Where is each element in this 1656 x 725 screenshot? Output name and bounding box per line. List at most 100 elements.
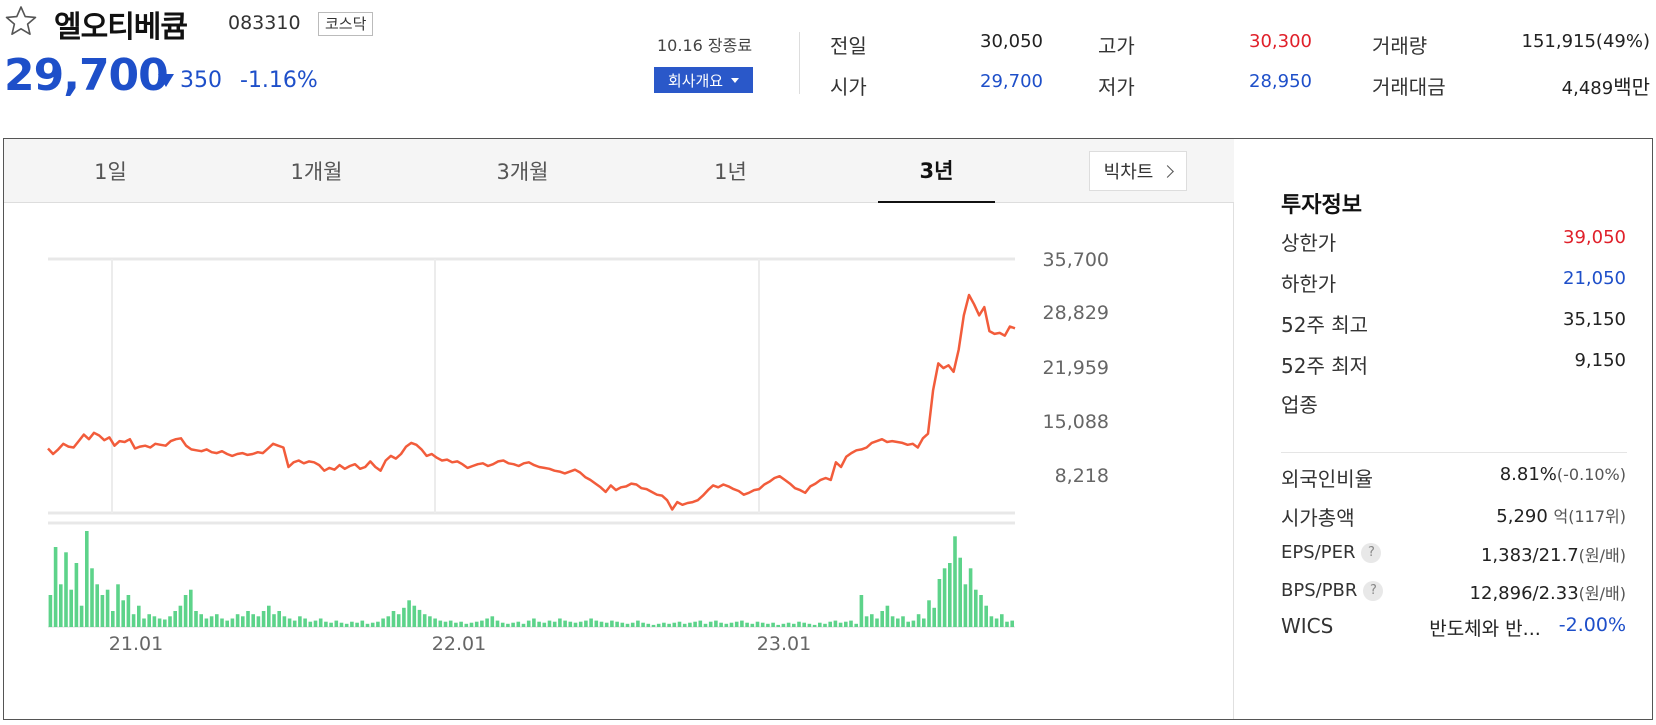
x-tick-label: 21.01 [109,633,163,655]
volume-bar [838,622,843,627]
volume-bar [391,611,396,627]
volume-bar [194,611,198,627]
market-cap-unit: 억(117위) [1553,507,1626,526]
sector-label: 업종 [1281,393,1318,417]
volume-bar [526,620,531,627]
amount-value: 4,489백만 [1470,71,1650,100]
wics-sector[interactable]: 반도체와 반... [1429,618,1541,640]
52w-low-label: 52주 최저 [1281,354,1369,378]
volume-bar [142,618,146,627]
x-tick-label: 23.01 [757,633,811,655]
favorite-star-icon[interactable] [4,4,38,38]
volume-bar [870,614,874,627]
volume-bar [994,618,999,627]
volume-bar [506,623,510,627]
help-icon[interactable]: ? [1363,580,1384,601]
volume-bar [542,622,547,627]
low-label: 저가 [1098,75,1135,99]
market-cap-value: 5,290 억(117위) [1496,503,1626,527]
volume-bar [173,611,177,627]
volume-bar [402,607,406,627]
lower-limit-value: 21,050 [1563,268,1626,289]
volume-bar [189,589,193,627]
volume-bar [974,589,978,627]
volume-bar [318,618,323,627]
volume-bar [724,623,729,627]
volume-bar [911,620,916,627]
volume-bar [537,621,541,627]
volume-bar [771,622,775,627]
volume-bar [662,622,666,627]
volume-bar [474,621,479,627]
volume-bar [880,611,884,627]
volume-bar [942,568,947,627]
tab-3m[interactable]: 3개월 [496,160,549,184]
volume-bar [755,621,760,627]
volume-bar [703,623,708,627]
amount-label: 거래대금 [1372,75,1446,99]
chart-panel: 1일 1개월 3개월 1년 3년 빅차트 35,700 28,829 21,959 1… [3,138,1653,720]
volume-bar [90,568,94,627]
volume-bar [547,620,552,627]
volume-bar [339,622,344,627]
volume-bar [963,584,968,627]
big-chart-button[interactable]: 빅차트 [1089,151,1187,191]
volume-bar [428,616,432,627]
volume-bar [407,600,411,627]
volume-bar [589,618,593,627]
volume-bar [906,621,910,627]
volume-bar [308,621,313,627]
low-value: 28,950 [1249,71,1312,92]
volume-bar [677,621,682,627]
volume-bar [370,622,375,627]
volume-bar [781,623,786,627]
volume-bar [615,621,619,627]
tab-1d[interactable]: 1일 [94,160,127,184]
tab-3y[interactable]: 3년 [878,139,995,203]
foreign-ratio-change: (-0.10%) [1556,465,1626,484]
market-close-time: 10.16 장종료 [657,36,753,55]
volume-bar [760,622,765,627]
tab-1m[interactable]: 1개월 [290,160,343,184]
volume-bar [324,621,328,627]
company-overview-button[interactable]: 회사개요 [654,67,753,93]
volume-bar [714,620,718,627]
volume-bar [901,616,905,627]
volume-bar [360,620,365,627]
price-line [47,293,1016,511]
volume-bar [656,623,661,627]
volume-bar [490,616,495,627]
divider [799,32,800,94]
volume-bar [620,622,625,627]
volume-bar [111,611,115,627]
volume-bar [511,622,515,627]
volume-value: 151,915(49%) [1521,31,1651,52]
market-badge: 코스닥 [318,12,374,36]
volume-bar [396,614,401,627]
volume-bar [812,624,817,627]
volume-bar [282,616,287,627]
volume-bar [95,584,99,627]
volume-bar [157,618,162,627]
volume-bar [433,618,437,627]
volume-bar [885,605,890,627]
volume-bar [766,623,770,627]
volume-bar [828,621,832,627]
chevron-right-icon [1161,164,1175,178]
volume-bar [246,611,250,627]
volume-bar [776,624,780,627]
help-icon[interactable]: ? [1361,542,1382,563]
volume-bar [646,623,651,627]
volume-bar [329,622,333,627]
volume-bar [163,619,167,627]
volume-bar [298,616,302,627]
volume-bar [651,624,656,627]
volume-bar [69,589,73,627]
tab-1y[interactable]: 1년 [714,160,747,184]
info-title: 투자정보 [1281,193,1362,218]
volume-bar [85,531,89,627]
volume-bar [890,616,895,627]
volume-bar [719,622,723,627]
volume-label: 거래량 [1372,34,1428,58]
volume-bar [448,620,453,627]
